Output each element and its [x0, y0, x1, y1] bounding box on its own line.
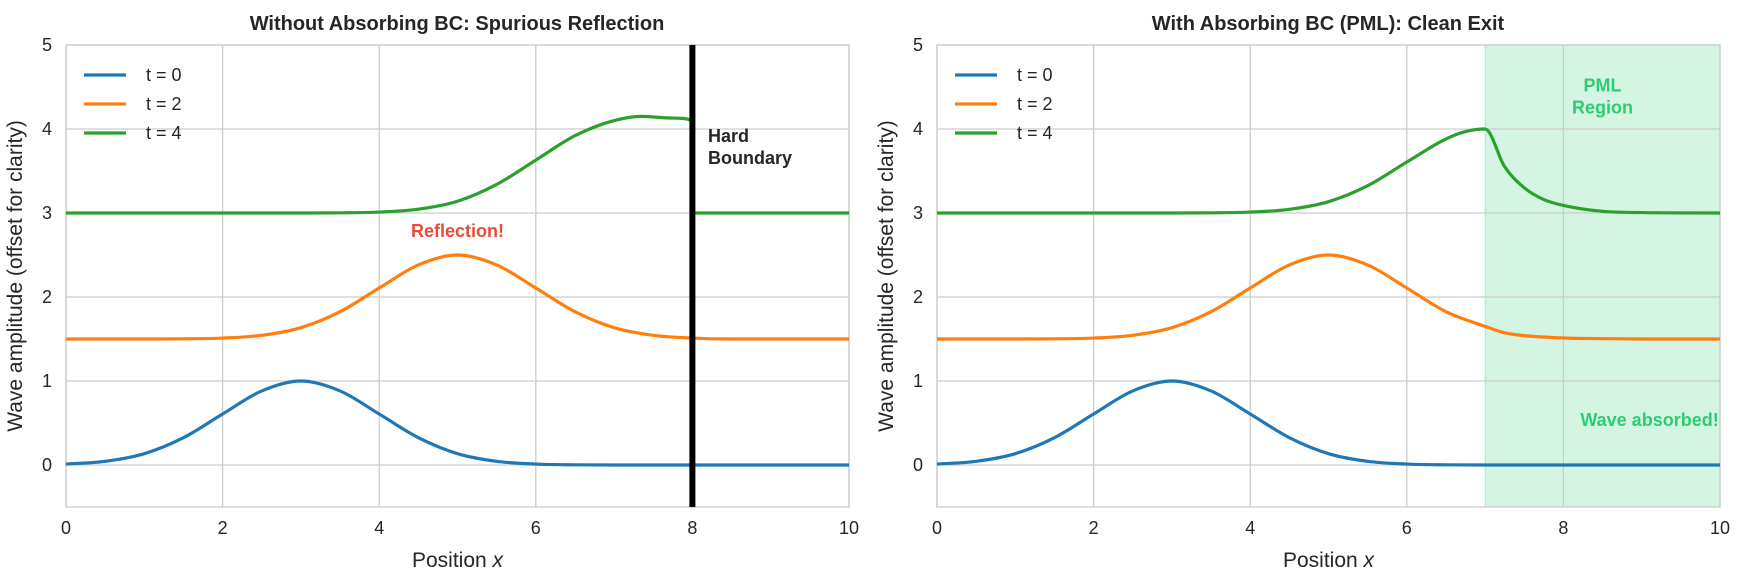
x-axis-label-variable: x — [492, 549, 505, 572]
legend-label: t = 2 — [146, 94, 182, 114]
y-tick-label: 2 — [42, 287, 52, 307]
y-tick-label: 4 — [913, 119, 923, 139]
x-axis-label-variable: x — [1363, 549, 1376, 572]
y-axis-label: Wave amplitude (offset for clarity) — [4, 120, 27, 432]
y-tick-label: 5 — [913, 35, 923, 55]
x-tick-label: 2 — [1089, 518, 1099, 538]
y-tick-label: 3 — [913, 203, 923, 223]
series-line-t2 — [66, 253, 849, 341]
series-line-t0 — [65, 379, 849, 467]
x-tick-label: 0 — [932, 518, 942, 538]
x-tick-label: 10 — [1710, 518, 1730, 538]
x-tick-label: 6 — [531, 518, 541, 538]
series-line-t4 — [937, 127, 1721, 215]
annotation-text: Hard — [708, 126, 749, 146]
x-tick-label: 6 — [1402, 518, 1412, 538]
y-tick-label: 0 — [42, 455, 52, 475]
y-tick-label: 5 — [42, 35, 52, 55]
y-tick-label: 2 — [913, 287, 923, 307]
x-tick-label: 4 — [1245, 518, 1255, 538]
series-line-t0 — [936, 379, 1720, 467]
legend-label: t = 0 — [146, 65, 182, 85]
x-axis-label: Position x — [1283, 549, 1376, 572]
series-line-t4 — [66, 114, 849, 215]
y-tick-label: 3 — [42, 203, 52, 223]
legend-label: t = 4 — [146, 123, 182, 143]
y-tick-label: 1 — [913, 371, 923, 391]
annotation-text: Boundary — [708, 148, 792, 168]
legend-label: t = 4 — [1017, 123, 1053, 143]
x-tick-label: 8 — [1558, 518, 1568, 538]
annotation-text: Reflection! — [411, 221, 504, 241]
annotation-text: Region — [1572, 97, 1633, 117]
left-panel: Without Absorbing BC: Spurious Reflectio… — [4, 13, 859, 572]
x-axis-label-text: Position — [412, 549, 493, 572]
y-tick-label: 1 — [42, 371, 52, 391]
legend-label: t = 0 — [1017, 65, 1053, 85]
legend-label: t = 2 — [1017, 94, 1053, 114]
annotation-text: Wave absorbed! — [1580, 410, 1718, 430]
y-tick-label: 4 — [42, 119, 52, 139]
y-tick-label: 0 — [913, 455, 923, 475]
x-axis-label-text: Position — [1283, 549, 1364, 572]
series-line-t2 — [937, 253, 1720, 341]
x-tick-label: 10 — [839, 518, 859, 538]
left-panel-title: Without Absorbing BC: Spurious Reflectio… — [250, 13, 665, 35]
x-tick-label: 2 — [218, 518, 228, 538]
right-panel-title: With Absorbing BC (PML): Clean Exit — [1152, 13, 1505, 35]
axes-frame — [65, 44, 850, 508]
x-tick-label: 0 — [61, 518, 71, 538]
y-axis-label: Wave amplitude (offset for clarity) — [875, 120, 898, 432]
right-panel: With Absorbing BC (PML): Clean Exit 0 2 4 6… — [875, 13, 1730, 572]
annotation-text: PML — [1584, 75, 1622, 95]
x-axis-label: Position x — [412, 549, 505, 572]
axes-frame — [936, 44, 1721, 508]
x-tick-label: 8 — [687, 518, 697, 538]
x-tick-label: 4 — [374, 518, 384, 538]
